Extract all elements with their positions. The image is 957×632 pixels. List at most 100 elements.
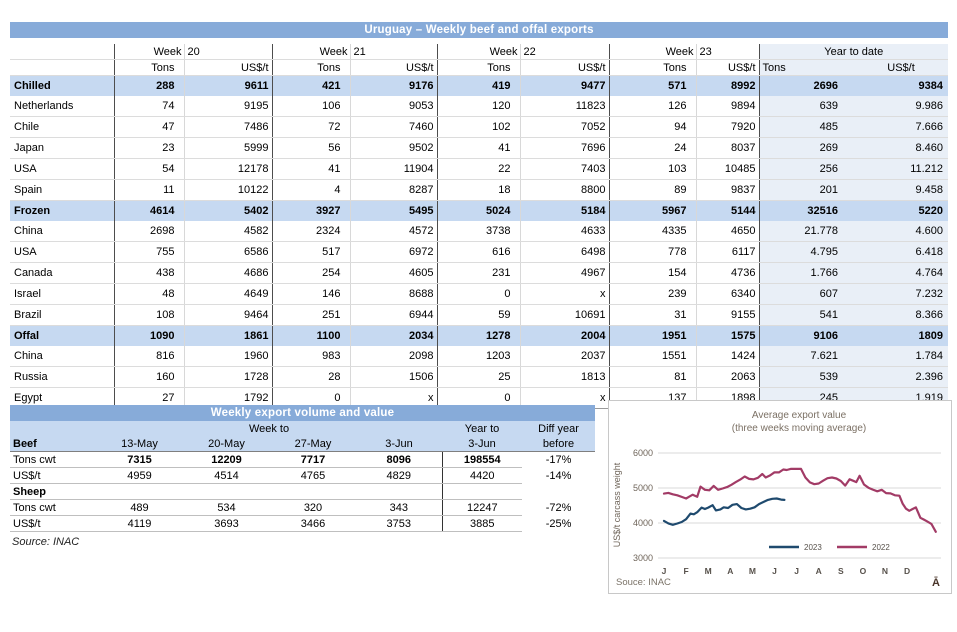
source-note: Source: INAC	[12, 536, 80, 548]
row-label: Tons cwt	[10, 451, 96, 468]
ytd-tons-value: 541	[758, 304, 854, 326]
usdt-header: US$/t	[349, 59, 437, 76]
row-label: Canada	[10, 262, 114, 284]
empty-cell	[270, 483, 356, 500]
usdt-value: 6340	[695, 283, 759, 305]
tons-value: 59	[436, 304, 520, 326]
usdt-value: 4582	[183, 221, 272, 242]
country-row: China 2698 4582 2324 4572 3738 4633 4335 4650 21.…	[10, 221, 949, 242]
usdt-header: US$/t	[183, 59, 272, 76]
tons-value: 1951	[608, 325, 696, 346]
date-header: 3-Jun	[356, 436, 443, 452]
ytd-usdt-value: 7.666	[854, 116, 949, 138]
tons-value: 816	[113, 346, 184, 367]
tons-value: 254	[271, 262, 350, 284]
row-label: Netherlands	[10, 96, 114, 117]
ytd-usdt-value: 9.986	[854, 96, 949, 117]
row-label: China	[10, 346, 114, 367]
date-header: 27-May	[270, 436, 356, 452]
tons-value: 74	[113, 96, 184, 117]
empty-cell	[522, 484, 595, 500]
group-header-row: Week to Year to Diff year	[10, 421, 596, 436]
units-header-row: Tons US$/t Tons US$/t Tons US$/t Tons US$/t Tons…	[10, 59, 949, 76]
row-label: USA	[10, 158, 114, 180]
country-row: Canada 438 4686 254 4605 231 4967 154 4736 1.766 4…	[10, 262, 949, 284]
ytd-usdt-value: 9384	[854, 75, 949, 96]
weekly-volume-table: Week to Year to Diff year Beef 13-May 20-May 2…	[10, 421, 596, 532]
week-label: Week	[113, 44, 184, 60]
usdt-value: 1960	[183, 346, 272, 367]
row-label: Russia	[10, 366, 114, 388]
tons-value: 4	[271, 179, 350, 201]
week-number: 21	[349, 44, 437, 60]
x-tick-label: J	[662, 566, 667, 576]
section-row: Sheep	[10, 483, 595, 500]
usdt-value: 9464	[183, 304, 272, 326]
tons-value: 11	[113, 179, 184, 201]
empty-cell	[356, 483, 443, 500]
usdt-value: 4650	[695, 221, 759, 242]
tons-value: 18	[436, 179, 520, 201]
week-label: Week	[436, 44, 520, 60]
usdt-value: 4736	[695, 262, 759, 284]
tons-value: 102	[436, 116, 520, 138]
row-label: Japan	[10, 137, 114, 159]
usdt-value: 2098	[349, 346, 437, 367]
diff-value: -14%	[545, 469, 572, 482]
usdt-value: 9894	[695, 96, 759, 117]
tons-value: 438	[113, 262, 184, 284]
usdt-value: 9837	[695, 179, 759, 201]
tons-value: 616	[436, 241, 520, 263]
weekly-exports-section: Uruguay – Weekly beef and offal exports …	[10, 22, 949, 409]
tons-value: 103	[608, 158, 696, 180]
table2-header: Week to Year to Diff year Beef 13-May 20-May 2…	[10, 421, 596, 452]
usdt-header: US$/t	[519, 59, 609, 76]
ytd-usdt-value: 1809	[854, 325, 949, 346]
row-label: Brazil	[10, 304, 114, 326]
usdt-value: 9477	[519, 75, 609, 96]
table2-title-bar: Weekly export volume and value	[10, 405, 595, 421]
diff-value: -72%	[545, 501, 572, 514]
row-label: Israel	[10, 283, 114, 305]
metric-value: 4514	[183, 467, 270, 484]
usdt-value: 4649	[183, 283, 272, 305]
tons-value: 108	[113, 304, 184, 326]
ytd-tons-value: 256	[758, 158, 854, 180]
ytd-tons-value: 639	[758, 96, 854, 117]
usdt-value: 7460	[349, 116, 437, 138]
tons-value: 239	[608, 283, 696, 305]
ytd-tons-value: 201	[758, 179, 854, 201]
tons-header: Tons	[436, 59, 520, 76]
empty-cell	[441, 483, 523, 500]
ytd-usdt-value: 8.366	[854, 304, 949, 326]
ytd-usdt-value: 11.212	[854, 158, 949, 180]
usdt-value: 4967	[519, 262, 609, 284]
metric-row: Tons cwt 489 534 320 343 12247 -72%	[10, 499, 595, 516]
usdt-value: 9502	[349, 137, 437, 159]
diff-value: -17%	[545, 453, 572, 466]
metric-value: 12209	[183, 451, 270, 468]
tons-value: 23	[113, 137, 184, 159]
usdt-value: 6586	[183, 241, 272, 263]
country-row: Netherlands 74 9195 106 9053 120 11823 126 9894 6…	[10, 96, 949, 117]
tons-value: 31	[608, 304, 696, 326]
week-number: 23	[695, 44, 759, 60]
metric-row: US$/t 4959 4514 4765 4829 4420 -14%	[10, 467, 595, 484]
tons-value: 517	[271, 241, 350, 263]
ytd-usdt-value: 5220	[854, 200, 949, 221]
ytd-header: Year to date	[758, 44, 949, 60]
ytd-usdt-value: 1.784	[854, 346, 949, 367]
tons-value: 1203	[436, 346, 520, 367]
tons-value: 22	[436, 158, 520, 180]
date-header-row: Beef 13-May 20-May 27-May 3-Jun 3-Jun before	[10, 436, 596, 452]
usdt-value: 2037	[519, 346, 609, 367]
country-row: Russia 160 1728 28 1506 25 1813 81 2063 539 2.396	[10, 366, 949, 388]
x-tick-label: J	[794, 566, 799, 576]
country-row: Chile 47 7486 72 7460 102 7052 94 7920 485 7.666	[10, 116, 949, 138]
usdt-value: 1728	[183, 366, 272, 388]
tons-value: 81	[608, 366, 696, 388]
row-label: US$/t	[10, 467, 96, 484]
empty-cell	[183, 483, 270, 500]
usdt-value: 8800	[519, 179, 609, 201]
